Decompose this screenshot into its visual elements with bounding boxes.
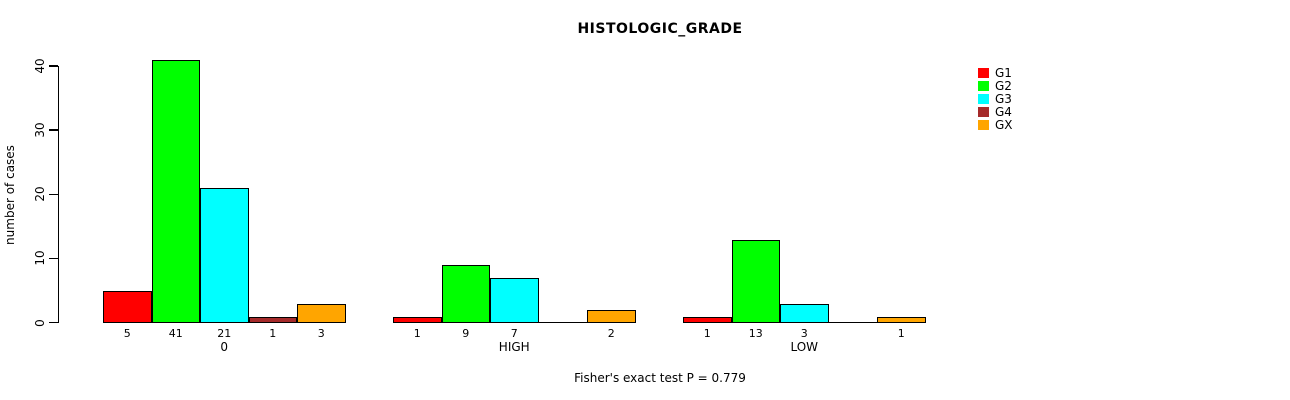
bar-g4-0 (248, 316, 297, 323)
chart-title: HISTOLOGIC_GRADE (577, 21, 743, 37)
bar-value-label: 9 (462, 327, 470, 340)
y-axis-label: number of cases (3, 145, 17, 245)
bar-g3-0 (200, 188, 249, 323)
bar-g1-0 (103, 290, 152, 323)
legend-item-g1: G1 (978, 66, 1013, 79)
bar-g2-0 (151, 59, 200, 323)
y-axis-tick-label: 30 (33, 122, 47, 138)
bar-gx-high (587, 310, 636, 323)
legend-swatch-g3 (978, 93, 989, 104)
y-axis-tick (48, 65, 58, 67)
bar-g3-high (490, 278, 539, 323)
legend: G1 G2 G3 G4 GX (978, 66, 1013, 132)
y-axis-tick (48, 129, 58, 131)
legend-item-g2: G2 (978, 79, 1013, 92)
group-label-0: 0 (220, 340, 229, 354)
group-label-high: HIGH (498, 340, 530, 354)
y-axis-tick (48, 193, 58, 195)
bar-value-label: 7 (510, 327, 518, 340)
bar-value-label: 1 (269, 327, 277, 340)
bar-value-label: 1 (897, 327, 905, 340)
bar-g3-low (780, 303, 829, 323)
bar-g1-low (683, 316, 732, 323)
legend-label: GX (995, 118, 1013, 133)
legend-item-gx: GX (978, 119, 1013, 132)
bar-gx-0 (297, 303, 346, 323)
y-axis-tick-label: 10 (33, 250, 47, 266)
bar-value-label: 3 (800, 327, 808, 340)
y-axis-tick-label: 0 (33, 318, 47, 327)
bar-gx-low (877, 316, 926, 323)
legend-label: G2 (995, 78, 1012, 93)
bar-value-label: 41 (168, 327, 183, 340)
legend-swatch-gx (978, 120, 989, 131)
legend-label: G1 (995, 65, 1012, 80)
y-axis-tick (48, 322, 58, 324)
bar-value-label: 5 (123, 327, 131, 340)
legend-swatch-g4 (978, 107, 989, 118)
bar-g2-low (731, 239, 780, 323)
fisher-test-annotation: Fisher's exact test P = 0.779 (574, 371, 746, 385)
y-axis-tick-label: 40 (33, 58, 47, 74)
bar-value-label: 3 (317, 327, 325, 340)
y-axis-line (58, 65, 60, 324)
legend-label: G4 (995, 105, 1012, 120)
bar-value-label: 2 (607, 327, 615, 340)
legend-swatch-g1 (978, 67, 989, 78)
legend-item-g3: G3 (978, 92, 1013, 105)
legend-swatch-g2 (978, 80, 989, 91)
y-axis-tick (48, 257, 58, 260)
bar-g2-high (441, 265, 490, 323)
bar-value-label: 1 (413, 327, 421, 340)
y-axis-tick-label: 20 (33, 186, 47, 202)
bar-value-label: 21 (217, 327, 232, 340)
bar-value-label: 1 (703, 327, 711, 340)
group-label-low: LOW (790, 340, 819, 354)
legend-item-g4: G4 (978, 106, 1013, 119)
legend-label: G3 (995, 91, 1012, 106)
bar-value-label: 13 (748, 327, 763, 340)
bar-g1-high (393, 316, 442, 323)
